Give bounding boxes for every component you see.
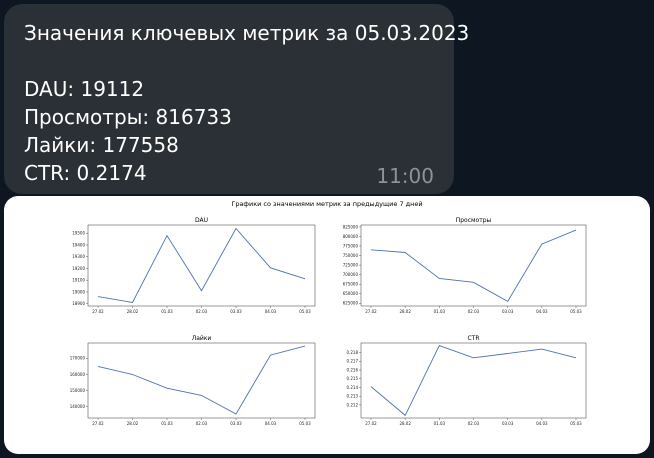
x-tick-label: 05.03 <box>570 309 582 314</box>
x-tick-label: 04.03 <box>265 421 277 426</box>
x-tick-label: 27.02 <box>365 309 377 314</box>
y-tick-label: 750000 <box>343 253 359 258</box>
x-tick-label: 05.03 <box>299 421 311 426</box>
y-tick-label: 19100 <box>72 278 85 283</box>
x-tick-label: 01.03 <box>161 309 173 314</box>
y-tick-label: 700000 <box>343 272 359 277</box>
y-tick-label: 19000 <box>72 289 85 294</box>
figure-suptitle: Графики со значениями метрик за предыдущ… <box>231 200 422 208</box>
chart-image[interactable]: Графики со значениями метрик за предыдущ… <box>4 196 650 454</box>
x-tick-label: 01.03 <box>161 421 173 426</box>
message-time: 11:00 <box>376 164 434 188</box>
chart-title: Просмотры <box>456 217 492 224</box>
chart-1: DAU 18900 19000 19100 19200 19300 19400 19500 27… <box>72 217 316 314</box>
y-tick-label: 825000 <box>343 224 359 229</box>
y-tick-label: 160000 <box>70 372 86 377</box>
y-tick-label: 725000 <box>343 263 359 268</box>
message-bubble: Значения ключевых метрик за 05.03.2023 D… <box>4 4 469 194</box>
y-tick-label: 19500 <box>72 231 85 236</box>
metrics-figure: Графики со значениями метрик за предыдущ… <box>70 200 587 426</box>
x-tick-label: 03.03 <box>230 421 242 426</box>
message-views: Просмотры: 816733 <box>24 105 232 129</box>
chart-title: CTR <box>467 335 479 342</box>
message-ctr: CTR: 0.2174 <box>24 161 147 185</box>
x-tick-label: 28.02 <box>127 421 139 426</box>
plot-area <box>87 224 316 307</box>
x-tick-label: 28.02 <box>399 309 411 314</box>
series-line <box>370 229 577 303</box>
y-tick-label: 775000 <box>343 243 359 248</box>
x-tick-label: 27.02 <box>92 309 104 314</box>
x-tick-label: 05.03 <box>299 309 311 314</box>
x-tick-label: 03.03 <box>502 309 514 314</box>
x-tick-label: 05.03 <box>570 421 582 426</box>
x-tick-label: 03.03 <box>502 421 514 426</box>
y-tick-label: 19400 <box>72 242 85 247</box>
y-tick-label: 800000 <box>343 234 359 239</box>
x-tick-label: 27.02 <box>92 421 104 426</box>
y-tick-label: 0.218 <box>347 350 359 355</box>
x-tick-label: 03.03 <box>230 309 242 314</box>
y-tick-label: 0.215 <box>347 376 359 381</box>
chart-4: CTR 0.212 0.213 0.214 0.215 0.216 0.217 0.218 27… <box>347 335 587 426</box>
y-tick-label: 19300 <box>72 254 85 259</box>
x-tick-label: 27.02 <box>365 421 377 426</box>
series-line <box>370 345 577 417</box>
x-tick-label: 04.03 <box>536 309 548 314</box>
y-tick-label: 625000 <box>343 301 359 306</box>
x-tick-label: 04.03 <box>265 309 277 314</box>
chart-3: Лайки 140000 150000 160000 170000 27.02 28.02 0… <box>70 335 316 426</box>
y-tick-label: 140000 <box>70 404 86 409</box>
plot-area <box>360 342 587 419</box>
y-tick-label: 0.212 <box>347 402 359 407</box>
y-tick-label: 0.217 <box>347 359 359 364</box>
message-title: Значения ключевых метрик за 05.03.2023 <box>24 21 470 45</box>
x-tick-label: 02.03 <box>468 421 480 426</box>
y-tick-label: 0.213 <box>347 394 359 399</box>
y-tick-label: 18900 <box>72 301 85 306</box>
message-dau: DAU: 19112 <box>24 77 145 101</box>
chart-title: DAU <box>195 217 208 224</box>
x-tick-label: 02.03 <box>468 309 480 314</box>
series-line <box>97 227 306 303</box>
message-likes: Лайки: 177558 <box>24 133 179 157</box>
y-tick-label: 150000 <box>70 388 86 393</box>
chart-title: Лайки <box>192 335 212 342</box>
x-tick-label: 02.03 <box>196 309 208 314</box>
y-tick-label: 650000 <box>343 291 359 296</box>
plot-area <box>87 342 316 419</box>
x-tick-label: 02.03 <box>196 421 208 426</box>
x-tick-label: 28.02 <box>399 421 411 426</box>
y-tick-label: 675000 <box>343 282 359 287</box>
y-tick-label: 170000 <box>70 356 86 361</box>
y-tick-label: 0.216 <box>347 367 359 372</box>
x-tick-label: 01.03 <box>434 421 446 426</box>
x-tick-label: 28.02 <box>127 309 139 314</box>
plot-area <box>360 224 587 307</box>
y-tick-label: 0.214 <box>347 385 359 390</box>
chart-2: Просмотры 625000 650000 675000 700000 725000 7… <box>343 217 587 314</box>
x-tick-label: 01.03 <box>434 309 446 314</box>
x-tick-label: 04.03 <box>536 421 548 426</box>
y-tick-label: 19200 <box>72 266 85 271</box>
